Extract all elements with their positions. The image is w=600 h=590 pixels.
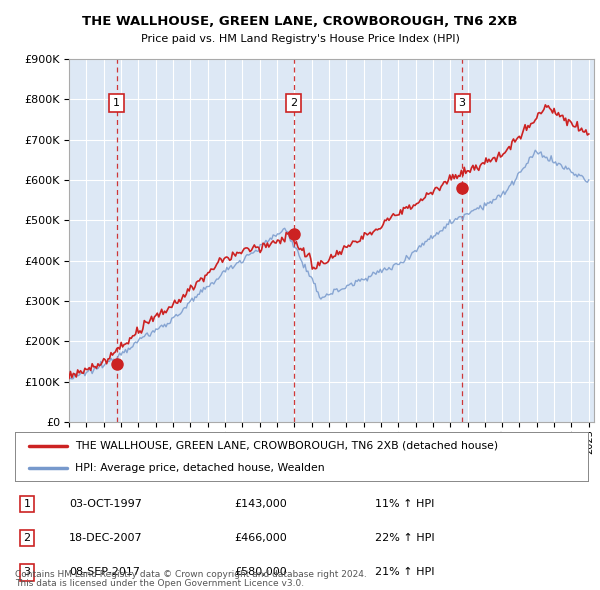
- Text: 3: 3: [458, 99, 466, 109]
- Text: 3: 3: [23, 568, 31, 577]
- Text: Price paid vs. HM Land Registry's House Price Index (HPI): Price paid vs. HM Land Registry's House …: [140, 34, 460, 44]
- Text: £580,000: £580,000: [234, 568, 287, 577]
- Text: THE WALLHOUSE, GREEN LANE, CROWBOROUGH, TN6 2XB (detached house): THE WALLHOUSE, GREEN LANE, CROWBOROUGH, …: [75, 441, 498, 451]
- Text: £143,000: £143,000: [234, 499, 287, 509]
- Text: This data is licensed under the Open Government Licence v3.0.: This data is licensed under the Open Gov…: [15, 579, 304, 588]
- Text: 18-DEC-2007: 18-DEC-2007: [69, 533, 143, 543]
- Text: 22% ↑ HPI: 22% ↑ HPI: [375, 533, 434, 543]
- Text: THE WALLHOUSE, GREEN LANE, CROWBOROUGH, TN6 2XB: THE WALLHOUSE, GREEN LANE, CROWBOROUGH, …: [82, 15, 518, 28]
- Text: 08-SEP-2017: 08-SEP-2017: [69, 568, 140, 577]
- Text: Contains HM Land Registry data © Crown copyright and database right 2024.: Contains HM Land Registry data © Crown c…: [15, 571, 367, 579]
- Text: 11% ↑ HPI: 11% ↑ HPI: [375, 499, 434, 509]
- Text: 03-OCT-1997: 03-OCT-1997: [69, 499, 142, 509]
- Text: 1: 1: [113, 99, 120, 109]
- Text: 2: 2: [290, 99, 297, 109]
- Text: £466,000: £466,000: [234, 533, 287, 543]
- Text: 21% ↑ HPI: 21% ↑ HPI: [375, 568, 434, 577]
- Text: 2: 2: [23, 533, 31, 543]
- Text: 1: 1: [23, 499, 31, 509]
- Text: HPI: Average price, detached house, Wealden: HPI: Average price, detached house, Weal…: [75, 463, 325, 473]
